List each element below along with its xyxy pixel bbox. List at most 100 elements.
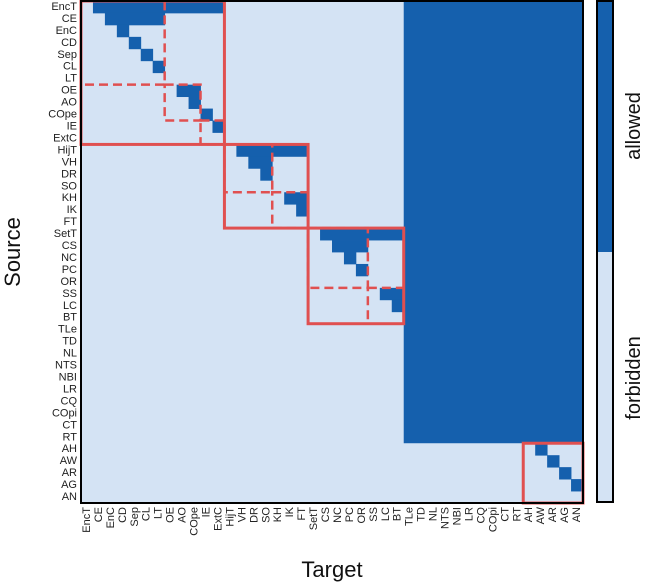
y-tick-label: EnC (56, 25, 77, 37)
allowed-cell (92, 1, 225, 14)
colorbar-label-forbidden: forbidden (623, 336, 645, 419)
x-tick-label: KH (272, 507, 284, 522)
allowed-cell (236, 144, 309, 157)
y-tick-label: SetT (54, 228, 78, 240)
allowed-cell (212, 120, 225, 133)
x-tick-label: NBI (452, 507, 464, 525)
allowed-block (403, 1, 583, 444)
allowed-cell (188, 96, 201, 109)
x-tick-label: EnC (105, 507, 117, 528)
allowed-cell (547, 455, 560, 468)
y-tick-label: CL (63, 61, 77, 73)
x-tick-label: PC (344, 507, 356, 522)
y-tick-label: CS (62, 240, 77, 252)
x-tick-label: LC (380, 507, 392, 521)
allowed-cell (248, 156, 273, 169)
y-tick-label: AR (62, 467, 77, 479)
x-tick-label: RT (511, 507, 523, 522)
x-tick-label: CT (499, 507, 511, 522)
x-tick-label: AW (535, 506, 547, 524)
x-tick-label: DR (248, 507, 260, 523)
y-tick-label: VH (62, 156, 77, 168)
y-tick-label: SS (62, 288, 77, 300)
y-tick-label: LR (63, 383, 77, 395)
allowed-cell (200, 108, 213, 121)
x-tick-label: AO (177, 507, 189, 523)
x-tick-label: ExtC (212, 507, 224, 531)
allowed-cell (296, 204, 309, 217)
x-tick-label: LR (463, 507, 475, 521)
y-tick-label: OR (61, 276, 78, 288)
y-tick-label: AN (62, 491, 77, 503)
allowed-cell (140, 48, 154, 62)
allowed-cell (284, 192, 309, 205)
x-tick-label: Sep (129, 507, 141, 527)
y-tick-label: AH (62, 443, 77, 455)
y-tick-label: CQ (61, 395, 78, 407)
x-tick-label: TLe (404, 507, 416, 526)
x-tick-label: VH (236, 507, 248, 522)
y-tick-label: CD (61, 37, 77, 49)
x-tick-labels: EncT CE EnC CD Sep CL LT OE AO COpe IE ExtC HijT VH DR… (81, 506, 583, 535)
y-tick-label: LC (63, 300, 77, 312)
colorbar: allowed forbidden (596, 0, 645, 503)
allowed-cell (379, 287, 405, 301)
y-tick-label: HijT (57, 144, 77, 156)
colorbar-forbidden-swatch (597, 252, 613, 502)
y-tick-label: FT (64, 216, 78, 228)
allowed-cell (104, 12, 166, 26)
x-tick-label: LT (153, 507, 165, 519)
y-tick-label: NC (61, 252, 77, 264)
x-tick-label: IE (201, 507, 213, 517)
x-tick-label: IK (284, 506, 296, 517)
x-tick-label: AH (523, 507, 535, 522)
x-tick-label: SS (368, 507, 380, 522)
y-tick-label: SO (61, 180, 77, 192)
y-tick-label: NBI (59, 372, 77, 384)
x-tick-label: OE (165, 507, 177, 523)
y-tick-label: Sep (57, 49, 77, 61)
colorbar-allowed-swatch (597, 1, 613, 252)
allowed-cell (128, 36, 142, 50)
allowed-cell (332, 240, 369, 253)
subgroup-box (163, 83, 202, 122)
y-tick-label: COpi (52, 407, 77, 419)
y-tick-label: LT (65, 73, 77, 85)
x-tick-label: AR (547, 507, 559, 522)
y-tick-label: COpe (48, 109, 77, 121)
allowed-cell (176, 84, 201, 98)
x-tick-label: AN (571, 507, 583, 522)
y-tick-label: AO (61, 97, 77, 109)
y-tick-label: CE (62, 13, 77, 25)
x-tick-label: BT (392, 507, 404, 521)
colorbar-label-allowed: allowed (623, 92, 645, 160)
y-tick-label: PC (62, 264, 77, 276)
allowed-cell (571, 479, 584, 492)
y-tick-label: AW (60, 455, 78, 467)
x-tick-label: NC (332, 507, 344, 523)
y-tick-label: CT (62, 419, 77, 431)
y-tick-label: NTS (55, 360, 77, 372)
y-tick-label: RT (63, 431, 78, 443)
x-tick-label: FT (296, 507, 308, 521)
x-tick-label: CE (93, 507, 105, 522)
allowed-cell (116, 24, 130, 38)
allowed-cell (152, 60, 166, 74)
y-tick-label: KH (62, 192, 77, 204)
x-tick-label: CD (117, 507, 129, 523)
y-tick-label: OE (61, 85, 77, 97)
allowed-cell (355, 263, 369, 277)
allowed-cell (535, 443, 548, 456)
heatmap-frame (80, 0, 584, 504)
x-tick-label: CL (141, 507, 153, 521)
heatmap-cells (92, 1, 584, 492)
allowed-cell (260, 168, 273, 181)
y-tick-label: BT (63, 312, 77, 324)
y-tick-label: TD (62, 336, 77, 348)
group-box (306, 226, 406, 326)
x-axis-title: Target (301, 557, 362, 582)
y-tick-label: IE (67, 121, 77, 133)
x-tick-label: EncT (81, 507, 93, 533)
y-tick-label: IK (67, 204, 78, 216)
y-tick-label: ExtC (53, 132, 77, 144)
